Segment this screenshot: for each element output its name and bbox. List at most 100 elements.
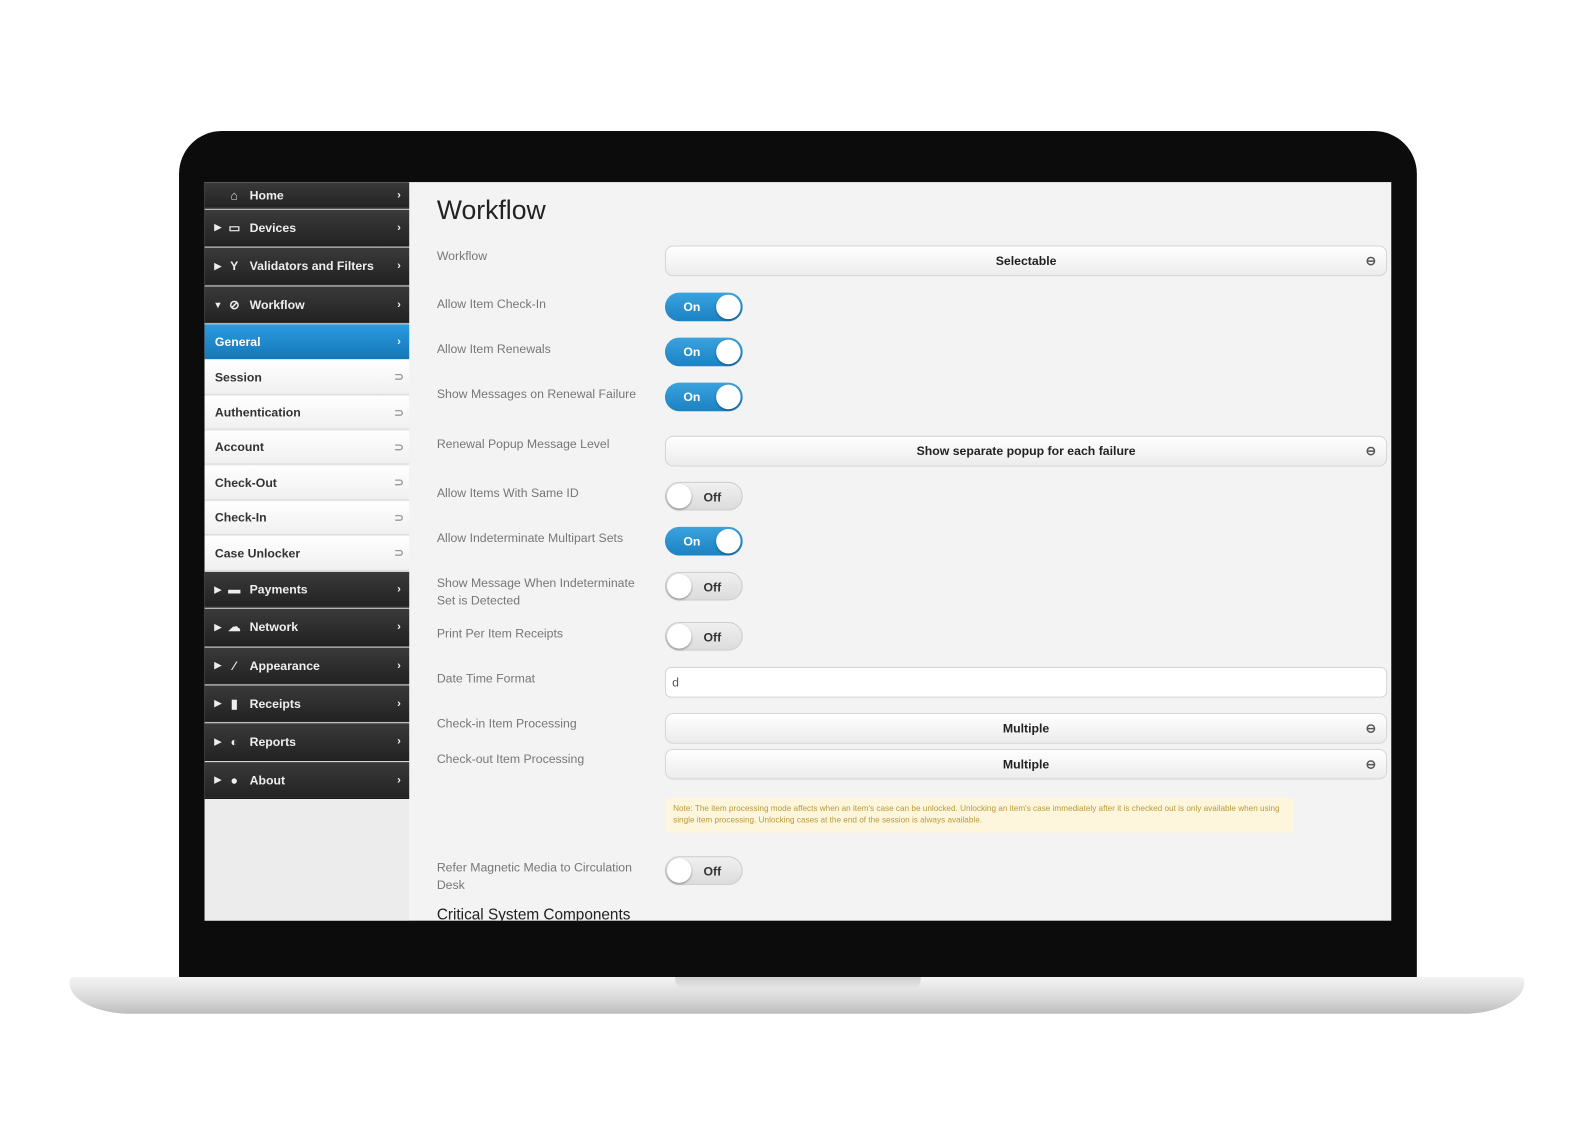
check-out-item-processing-label: Check-out Item Processing: [436, 751, 585, 767]
sidebar-item-label: Payments: [249, 582, 308, 597]
chart-icon: ◐: [230, 734, 238, 749]
sidebar-item-check-out[interactable]: Check-Out ⊃: [204, 465, 410, 501]
sidebar-item-label: Authentication: [214, 405, 301, 420]
toggle-state: On: [683, 389, 701, 405]
show-message-when-indeterminate-set-is-detected-toggle[interactable]: Off: [664, 571, 743, 601]
laptop-notch: [675, 976, 921, 990]
sidebar-item-label: Devices: [249, 220, 297, 235]
sidebar-item-about[interactable]: ▶ ● About ›: [204, 762, 410, 799]
receipt-icon: ▮: [230, 696, 238, 711]
brush-icon: ⁄: [233, 658, 236, 673]
check-out-item-processing-select[interactable]: Multiple ⊖: [664, 748, 1388, 780]
chevron-right-icon: ›: [397, 583, 401, 596]
allow-item-renewals-toggle[interactable]: On: [664, 337, 743, 367]
sidebar-item-label: Receipts: [249, 696, 301, 711]
allow-indeterminate-multipart-sets-toggle[interactable]: On: [664, 526, 743, 556]
chevron-right-icon: ›: [397, 773, 401, 787]
sidebar-item-validators-and-filters[interactable]: ▶ Y Validators and Filters ›: [204, 247, 410, 286]
expand-caret-icon: ▶: [214, 659, 222, 671]
expand-caret-icon: ▼: [213, 299, 223, 310]
date-time-format-label: Date Time Format: [436, 671, 536, 686]
sidebar-item-appearance[interactable]: ▶ ⁄ Appearance ›: [204, 647, 410, 685]
sidebar-item-session[interactable]: Session ⊃: [204, 360, 410, 395]
chevron-right-icon: ›: [397, 188, 401, 202]
sidebar-item-general[interactable]: General ›: [204, 324, 410, 360]
toggle-state: On: [683, 344, 701, 360]
chevron-right-icon: ⊃: [394, 476, 404, 489]
sidebar-item-label: Check-In: [214, 510, 267, 525]
sidebar-item-devices[interactable]: ▶ ▭ Devices ›: [204, 209, 410, 247]
print-per-item-receipts-toggle[interactable]: Off: [664, 621, 743, 651]
selected-value: Multiple: [1002, 757, 1050, 772]
sidebar-item-authentication[interactable]: Authentication ⊃: [204, 395, 410, 430]
sidebar-item-label: Appearance: [249, 658, 320, 673]
chevron-right-icon: ›: [397, 735, 401, 748]
sidebar-item-case-unlocker[interactable]: Case Unlocker ⊃: [204, 536, 410, 571]
toggle-state: Off: [703, 864, 722, 879]
chevron-right-icon: ⊃: [394, 441, 404, 454]
sidebar-item-label: Session: [214, 369, 262, 385]
sidebar-item-label: About: [249, 772, 286, 788]
allow-items-with-same-id-toggle[interactable]: Off: [664, 481, 743, 511]
chevron-right-icon: ⊃: [394, 547, 404, 560]
sidebar-item-label: Home: [249, 187, 284, 203]
chevron-right-icon: ›: [397, 697, 401, 710]
dropdown-icon: ⊖: [1365, 757, 1376, 772]
sidebar-item-label: Check-Out: [214, 475, 277, 490]
sidebar-item-receipts[interactable]: ▶ ▮ Receipts ›: [204, 685, 410, 723]
section-heading: Critical System Components: [436, 906, 631, 921]
sidebar-item-payments[interactable]: ▶ ▬ Payments ›: [204, 571, 410, 608]
chevron-right-icon: ⊃: [394, 371, 404, 384]
show-message-when-indeterminate-set-is-detected-label: Show Message When Indeterminate Set is D…: [436, 575, 635, 608]
toggle-knob: [716, 294, 741, 320]
sidebar-item-label: General: [214, 334, 261, 349]
processing-note: Note: The item processing mode affects w…: [664, 797, 1294, 833]
filter-icon: Y: [230, 258, 239, 274]
cloud-icon: ☁: [228, 619, 241, 635]
chevron-right-icon: ›: [397, 620, 401, 634]
toggle-state: Off: [703, 490, 722, 505]
refer-magnetic-media-to-circulation-desk-toggle[interactable]: Off: [664, 856, 743, 885]
expand-caret-icon: ▶: [214, 260, 222, 271]
toggle-knob: [666, 624, 692, 649]
expand-caret-icon: ▶: [214, 621, 222, 632]
selected-value: Selectable: [995, 253, 1057, 269]
refer-magnetic-media-to-circulation-desk-label: Refer Magnetic Media to Circulation Desk: [436, 860, 632, 893]
toggle-knob: [716, 339, 741, 365]
sidebar-item-label: Validators and Filters: [249, 258, 374, 274]
workflow-select[interactable]: Selectable ⊖: [664, 245, 1388, 277]
print-per-item-receipts-label: Print Per Item Receipts: [436, 626, 564, 641]
sidebar-item-home[interactable]: ⌂ Home ›: [204, 182, 410, 209]
expand-caret-icon: ▶: [214, 221, 222, 233]
toggle-knob: [716, 528, 741, 554]
chevron-right-icon: ⊃: [394, 512, 404, 525]
renewal-popup-message-level-select[interactable]: Show separate popup for each failure ⊖: [664, 435, 1388, 467]
sidebar-item-label: Case Unlocker: [214, 545, 301, 561]
chevron-right-icon: ›: [397, 298, 401, 311]
show-messages-on-renewal-failure-toggle[interactable]: On: [664, 382, 743, 412]
allow-items-with-same-id-label: Allow Items With Same ID: [436, 485, 579, 501]
sidebar-item-workflow[interactable]: ▼ ⊘ Workflow ›: [204, 286, 410, 324]
sidebar-item-account[interactable]: Account ⊃: [204, 430, 410, 465]
expand-caret-icon: ▶: [214, 697, 222, 708]
sidebar-item-label: Network: [249, 619, 299, 635]
sidebar-item-network[interactable]: ▶ ☁ Network ›: [204, 608, 410, 647]
chevron-right-icon: ⊃: [394, 406, 404, 419]
settings-content: Workflow Note: The item processing mode …: [415, 182, 1391, 921]
check-in-item-processing-label: Check-in Item Processing: [436, 716, 577, 731]
allow-item-check-in-toggle[interactable]: On: [664, 292, 743, 322]
workflow-label: Workflow: [436, 248, 488, 263]
monitor-icon: ▭: [228, 220, 241, 235]
check-in-item-processing-select[interactable]: Multiple ⊖: [664, 713, 1388, 744]
selected-value: Show separate popup for each failure: [916, 443, 1136, 459]
sidebar-item-reports[interactable]: ▶ ◐ Reports ›: [204, 723, 410, 762]
chevron-right-icon: ›: [397, 259, 401, 273]
chevron-right-icon: ›: [397, 335, 401, 348]
screen: ⌂ Home › ▶ ▭ Devices › ▶ Y Validators and Filters…: [204, 182, 1392, 921]
toggle-state: On: [683, 299, 701, 315]
toggle-knob: [716, 384, 741, 410]
sidebar-item-check-in[interactable]: Check-In ⊃: [204, 501, 410, 536]
payments-icon: ▬: [228, 582, 241, 597]
date-time-format-input[interactable]: d: [664, 666, 1388, 698]
